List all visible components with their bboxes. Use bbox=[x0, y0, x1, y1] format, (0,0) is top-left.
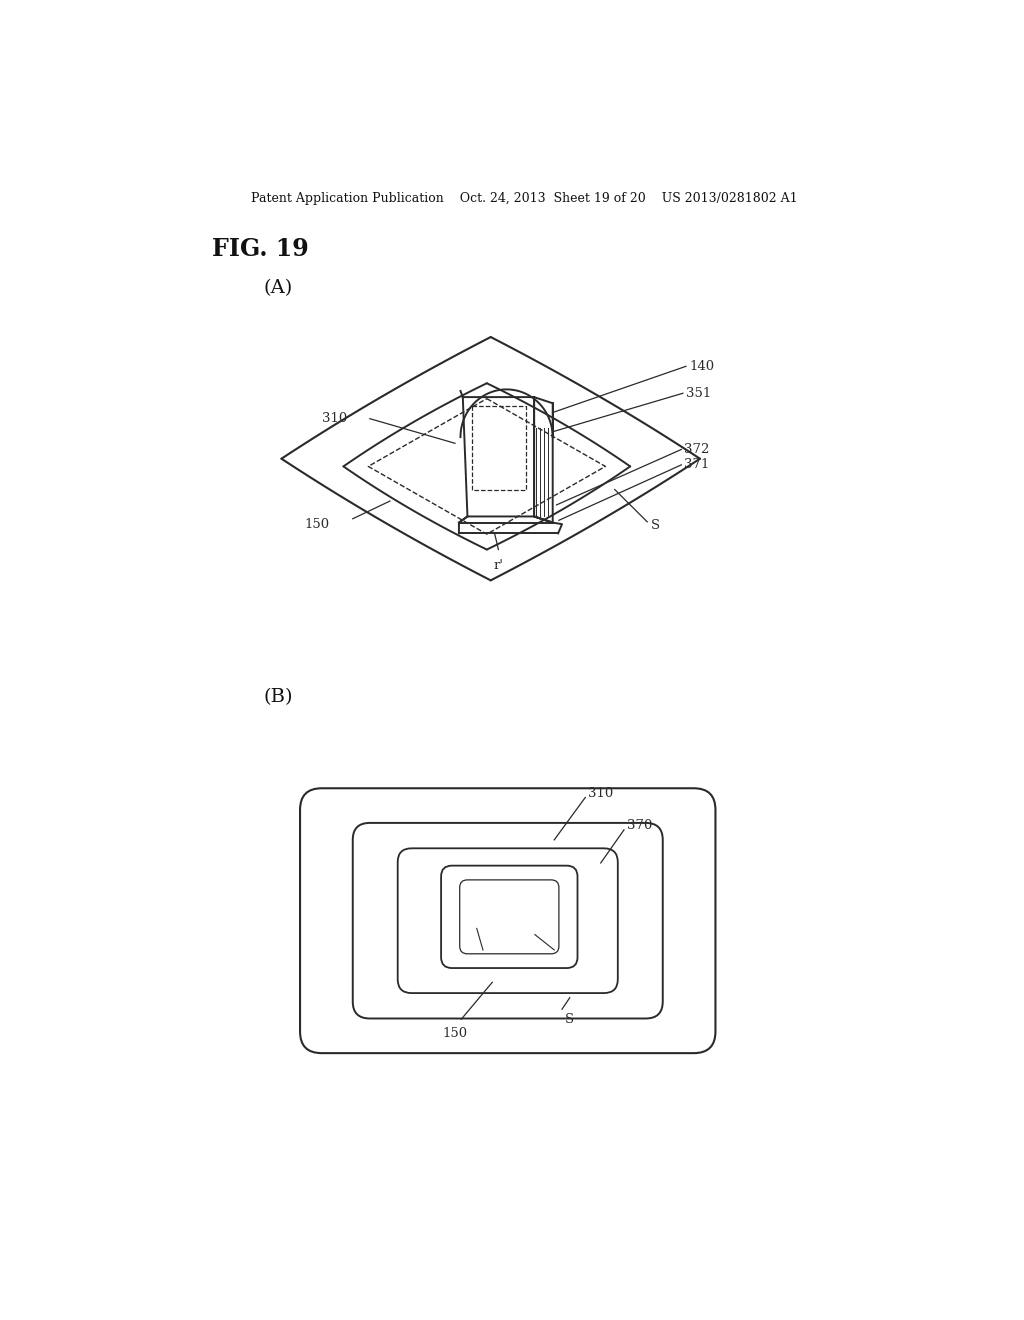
Text: 150: 150 bbox=[442, 1027, 468, 1040]
Text: 140: 140 bbox=[690, 360, 715, 372]
Text: FIG. 19: FIG. 19 bbox=[212, 238, 308, 261]
Text: 372: 372 bbox=[684, 444, 710, 455]
Text: 371: 371 bbox=[684, 458, 710, 471]
Text: 150: 150 bbox=[305, 517, 330, 531]
Text: S: S bbox=[651, 519, 660, 532]
Text: 351: 351 bbox=[686, 387, 712, 400]
Text: r': r' bbox=[494, 558, 504, 572]
Text: Patent Application Publication    Oct. 24, 2013  Sheet 19 of 20    US 2013/02818: Patent Application Publication Oct. 24, … bbox=[252, 191, 798, 205]
Text: 310: 310 bbox=[589, 787, 613, 800]
Text: 310: 310 bbox=[322, 412, 347, 425]
Text: S: S bbox=[565, 1014, 574, 1026]
Text: (B): (B) bbox=[263, 689, 293, 706]
Text: (A): (A) bbox=[263, 279, 293, 297]
Text: 370: 370 bbox=[627, 820, 652, 833]
